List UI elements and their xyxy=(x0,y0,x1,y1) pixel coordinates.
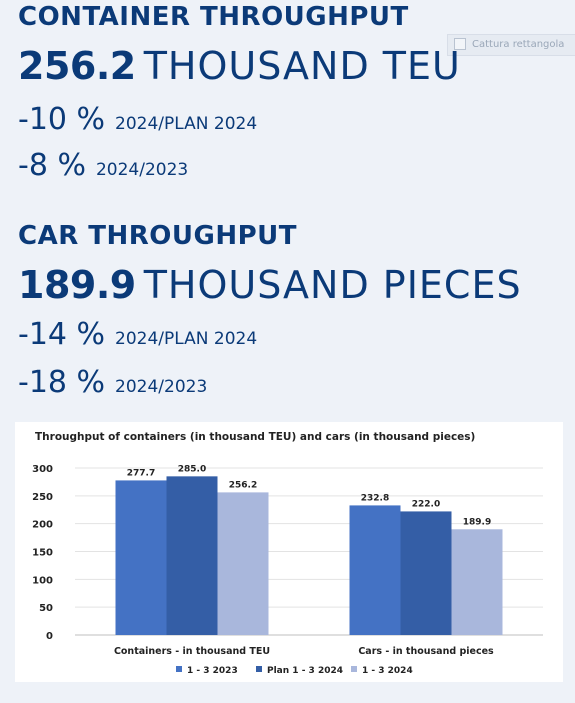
container-delta-plan: -10 % 2024/PLAN 2024 xyxy=(18,102,257,137)
image-icon xyxy=(454,38,466,50)
container-delta-prev-pct: -8 % xyxy=(18,148,86,183)
container-value-line: 256.2 THOUSAND TEU xyxy=(18,44,461,88)
chart-y-axis: 0 50 100 150 200 250 300 xyxy=(32,464,53,642)
bar-value-label: 256.2 xyxy=(229,480,257,490)
bar xyxy=(115,480,167,635)
container-delta-plan-label: 2024/PLAN 2024 xyxy=(115,114,258,134)
bar xyxy=(217,492,269,635)
chart-bars: 277.7 285.0 256.2 232.8 222.0 189.9 xyxy=(115,464,503,635)
capture-tool-badge: Cattura rettangola xyxy=(447,34,575,56)
bar-value-label: 277.7 xyxy=(127,468,155,478)
container-delta-plan-pct: -10 % xyxy=(18,102,106,137)
y-tick-label: 150 xyxy=(32,548,53,559)
chart-title: Throughput of containers (in thousand TE… xyxy=(35,431,475,443)
chart-legend: 1 - 3 2023 Plan 1 - 3 2024 1 - 3 2024 xyxy=(176,666,413,676)
car-value: 189.9 xyxy=(18,263,136,307)
legend-swatch xyxy=(351,666,357,672)
car-delta-prev-pct: -18 % xyxy=(18,365,106,400)
car-value-line: 189.9 THOUSAND PIECES xyxy=(18,263,522,307)
x-category-label: Cars - in thousand pieces xyxy=(358,646,494,657)
bar xyxy=(400,511,452,635)
bar-value-label: 189.9 xyxy=(463,517,491,527)
legend-label: 1 - 3 2023 xyxy=(187,666,238,676)
bar-value-label: 222.0 xyxy=(412,499,440,509)
throughput-chart-svg: Throughput of containers (in thousand TE… xyxy=(32,431,543,676)
y-tick-label: 200 xyxy=(32,520,53,531)
chart-x-axis: Containers - in thousand TEU Cars - in th… xyxy=(114,646,494,657)
legend-label: 1 - 3 2024 xyxy=(362,666,413,676)
bar xyxy=(451,529,503,635)
bar xyxy=(349,505,401,635)
car-delta-plan-pct: -14 % xyxy=(18,317,106,352)
container-heading: CONTAINER THROUGHPUT xyxy=(18,2,409,32)
container-unit: THOUSAND TEU xyxy=(143,44,461,88)
car-delta-prev: -18 % 2024/2023 xyxy=(18,365,207,400)
y-tick-label: 0 xyxy=(46,631,53,642)
y-tick-label: 250 xyxy=(32,492,53,503)
car-heading: CAR THROUGHPUT xyxy=(18,221,298,251)
legend-swatch xyxy=(256,666,262,672)
legend-label: Plan 1 - 3 2024 xyxy=(267,666,343,676)
bar xyxy=(166,476,218,635)
container-delta-prev-label: 2024/2023 xyxy=(95,160,189,180)
x-category-label: Containers - in thousand TEU xyxy=(114,646,270,657)
bar-value-label: 232.8 xyxy=(361,493,389,503)
bar-value-label: 285.0 xyxy=(178,464,206,474)
y-tick-label: 100 xyxy=(32,575,53,586)
container-value: 256.2 xyxy=(18,44,136,88)
capture-tool-label: Cattura rettangola xyxy=(472,39,565,50)
y-tick-label: 300 xyxy=(32,464,53,475)
car-delta-prev-label: 2024/2023 xyxy=(115,377,208,397)
car-delta-plan: -14 % 2024/PLAN 2024 xyxy=(18,317,257,352)
container-delta-prev: -8 % 2024/2023 xyxy=(18,148,188,183)
y-tick-label: 50 xyxy=(39,603,53,614)
throughput-chart: Throughput of containers (in thousand TE… xyxy=(15,422,563,682)
legend-swatch xyxy=(176,666,182,672)
car-unit: THOUSAND PIECES xyxy=(143,263,522,307)
car-delta-plan-label: 2024/PLAN 2024 xyxy=(115,329,258,349)
